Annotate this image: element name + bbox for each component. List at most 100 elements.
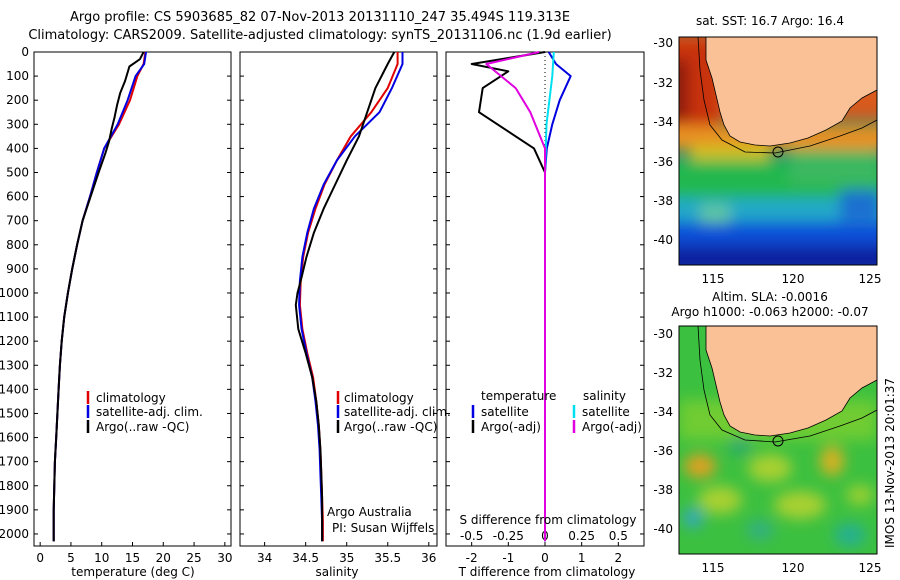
depth-tick-label: 0 xyxy=(21,45,29,59)
x-tick-label: -1 xyxy=(502,551,514,565)
sla-xtick: 125 xyxy=(859,561,882,575)
x-tick-label: 35 xyxy=(339,551,354,565)
series-line-argo-raw-qc- xyxy=(294,51,396,542)
depth-tick-label: 700 xyxy=(6,214,29,228)
depth-tick-label: 500 xyxy=(6,165,29,179)
depth-tick-label: 100 xyxy=(6,69,29,83)
legend-argo-label: Argo(..raw -QC) xyxy=(96,420,189,434)
x-tick-label: 30 xyxy=(217,551,232,565)
depth-tick-label: 600 xyxy=(6,190,29,204)
legend-s-argo-label: Argo(-adj) xyxy=(582,420,642,434)
depth-tick-label: 1000 xyxy=(0,286,29,300)
x-tick-label: 34.5 xyxy=(292,551,319,565)
imos-timestamp: IMOS 13-Nov-2013 20:01:37 xyxy=(883,378,897,548)
depth-tick-label: 1300 xyxy=(0,358,29,372)
legend-salinity-title: salinity xyxy=(583,389,626,403)
legend-satellite-label: satellite-adj. clim. xyxy=(344,405,451,419)
sla-map-frame xyxy=(678,325,878,555)
sst-ytick: -30 xyxy=(653,36,673,50)
legend-climatology-label: climatology xyxy=(96,391,166,405)
depth-tick-label: 1500 xyxy=(0,406,29,420)
difference-legend-salinity: salinity satellite Argo(-adj) xyxy=(572,389,642,434)
sst-ytick: -34 xyxy=(653,115,673,129)
depth-tick-label: 900 xyxy=(6,262,29,276)
sst-map-title: sat. SST: 16.7 Argo: 16.4 xyxy=(696,14,844,28)
sla-map xyxy=(679,326,877,554)
x-tick-label: -2 xyxy=(466,551,478,565)
sla-ytick: -40 xyxy=(653,522,673,536)
s-tick-label: -0.5 xyxy=(460,529,483,543)
depth-tick-label: 1400 xyxy=(0,382,29,396)
depth-axis: 0 100 200 300 400 500 600 700 800 900 1000 1100 1200… xyxy=(0,45,644,541)
depth-tick-label: 300 xyxy=(6,117,29,131)
pi-label: PI: Susan Wijffels xyxy=(332,521,434,535)
x-axes: 0 5 10 15 20 25 30 34 34.5 35 35.5 36 -2 -1 0 1 2 -0.5 -0.… xyxy=(36,529,628,565)
sla-xtick: 115 xyxy=(702,561,725,575)
sla-ytick: -32 xyxy=(653,366,673,380)
depth-tick-label: 1800 xyxy=(0,479,29,493)
sst-xtick: 125 xyxy=(859,272,882,286)
sla-map-title-line1: Altim. SLA: -0.0016 xyxy=(712,290,828,304)
sst-map-ticks: -30 -32 -34 -36 -38 -40 115 120 125 xyxy=(653,36,881,286)
sla-ytick: -38 xyxy=(653,483,673,497)
depth-tick-label: 1600 xyxy=(0,431,29,445)
x-tick-label: 35.5 xyxy=(374,551,401,565)
salinity-legend: climatology satellite-adj. clim. Argo(..… xyxy=(336,391,451,434)
x-tick-label: 2 xyxy=(615,551,623,565)
x-tick-label: 0 xyxy=(36,551,44,565)
sst-ytick: -40 xyxy=(653,233,673,247)
sst-ytick: -36 xyxy=(653,155,673,169)
legend-satellite-label: satellite-adj. clim. xyxy=(96,405,203,419)
sla-map-ticks: -30 -32 -34 -36 -38 -40 115 120 125 xyxy=(653,327,881,575)
sst-xtick: 115 xyxy=(702,272,725,286)
sla-xtick: 120 xyxy=(782,561,805,575)
s-tick-label: -0.25 xyxy=(493,529,524,543)
sst-ytick: -32 xyxy=(653,76,673,90)
legend-t-satellite-label: satellite xyxy=(481,405,529,419)
sst-map-frame xyxy=(678,36,878,266)
temperature-legend: climatology satellite-adj. clim. Argo(..… xyxy=(86,391,203,434)
sla-map-title-line2: Argo h1000: -0.063 h2000: -0.07 xyxy=(671,305,868,319)
legend-climatology-label: climatology xyxy=(344,391,414,405)
s-difference-axis-label: S difference from climatology xyxy=(460,513,637,527)
x-tick-label: 34 xyxy=(257,551,272,565)
argo-australia-label: Argo Australia xyxy=(327,505,412,519)
x-tick-label: 25 xyxy=(186,551,201,565)
depth-tick-label: 1700 xyxy=(0,455,29,469)
legend-temperature-title: temperature xyxy=(481,389,556,403)
s-tick-label: 0.25 xyxy=(568,529,595,543)
difference-legend-temperature: temperature satellite Argo(-adj) xyxy=(471,389,556,434)
depth-tick-label: 1200 xyxy=(0,334,29,348)
s-tick-label: 0.5 xyxy=(609,529,628,543)
x-tick-label: 5 xyxy=(67,551,75,565)
sst-ytick: -38 xyxy=(653,194,673,208)
depth-tick-label: 1900 xyxy=(0,503,29,517)
series-line-argo-raw-qc- xyxy=(52,51,145,542)
depth-tick-label: 800 xyxy=(6,238,29,252)
x-tick-label: 10 xyxy=(94,551,109,565)
temperature-axis-label: temperature (deg C) xyxy=(71,565,194,579)
sst-map xyxy=(679,37,877,265)
legend-s-satellite-label: satellite xyxy=(582,405,630,419)
figure-title-line2: Climatology: CARS2009. Satellite-adjuste… xyxy=(28,28,612,43)
depth-tick-label: 1100 xyxy=(0,310,29,324)
salinity-plot-frame xyxy=(239,51,438,547)
series-layer xyxy=(52,51,572,542)
legend-t-argo-label: Argo(-adj) xyxy=(481,420,541,434)
series-line-s-argo-adj- xyxy=(485,51,546,542)
x-tick-label: 1 xyxy=(578,551,586,565)
x-tick-label: 20 xyxy=(156,551,171,565)
figure-title-line1: Argo profile: CS 5903685_82 07-Nov-2013 … xyxy=(69,10,571,25)
series-line-t-argo-adj- xyxy=(470,51,546,542)
salinity-axis-label: salinity xyxy=(315,565,358,579)
sla-ytick: -34 xyxy=(653,405,673,419)
depth-tick-label: 200 xyxy=(6,93,29,107)
sla-ytick: -36 xyxy=(653,444,673,458)
sst-xtick: 120 xyxy=(782,272,805,286)
legend-argo-label: Argo(..raw -QC) xyxy=(344,420,437,434)
depth-tick-label: 2000 xyxy=(0,527,29,541)
t-difference-axis-label: T difference from climatology xyxy=(458,565,636,579)
x-tick-label: 36 xyxy=(421,551,436,565)
x-tick-label: 0 xyxy=(541,551,549,565)
